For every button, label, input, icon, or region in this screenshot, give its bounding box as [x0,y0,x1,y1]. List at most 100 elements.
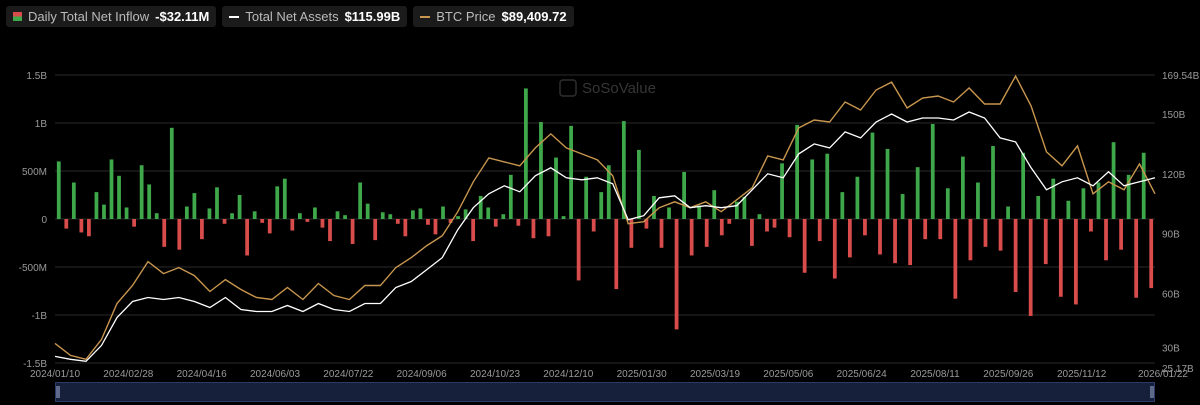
inflow-bar [124,207,129,219]
right-tick-label: 90B [1162,230,1180,241]
inflow-bar [855,176,860,219]
inflow-bar [192,193,197,219]
inflow-bar [1141,152,1146,219]
outflow-bar [79,219,84,233]
outflow-bar [1013,219,1018,292]
outflow-bar [64,219,69,229]
legend-value-btc: $89,409.72 [501,9,567,24]
right-tick-label: 150B [1162,110,1186,121]
watermark-text: SoSoValue [582,80,656,97]
assets-swatch-icon [229,15,240,18]
outflow-bar [448,219,453,223]
inflow-bar [569,125,573,219]
x-tick-label: 2024/01/10 [30,369,80,380]
outflow-bar [87,219,91,237]
right-axis: 169.54B 150B 120B 90B 60B 30B 25.17B [1162,71,1200,375]
inflow-bar [456,216,460,219]
legend-label-btc: BTC Price [436,9,496,24]
btc-swatch-icon [420,15,431,18]
outflow-bar [832,219,837,279]
inflow-bar [742,196,747,219]
outflow-bar [260,219,265,223]
inflow-bar [1096,182,1101,219]
outflow-bar [305,219,310,222]
inflow-bar [930,123,935,219]
legend-item-btc[interactable]: BTC Price $89,409.72 [413,6,574,27]
outflow-bar [222,219,227,224]
inflow-bar [1036,195,1041,219]
inflow-bar [109,159,114,219]
inflow-bar [1081,188,1086,219]
left-tick-label: -1.5B [23,359,47,370]
outflow-bar [576,219,581,281]
inflow-bar [184,206,189,219]
outflow-bar [1089,219,1093,232]
x-tick-label: 2024/02/28 [103,369,153,380]
outflow-bar [704,219,709,247]
right-tick-label: 25.17B [1162,364,1194,375]
legend-label-inflow: Daily Total Net Inflow [28,9,150,24]
inflow-bar [335,211,340,219]
watermark-logo-icon [559,79,577,97]
inflow-bar [976,182,980,219]
inflow-bar [237,195,242,219]
left-tick-label: -1B [31,311,47,322]
legend-item-inflow[interactable]: Daily Total Net Inflow -$32.11M [6,6,217,27]
outflow-bar [1149,219,1154,289]
inflow-bar [313,207,317,219]
legend-label-assets: Total Net Assets [245,9,339,24]
inflow-bar [117,175,121,219]
outflow-bar [350,219,355,244]
outflow-bar [614,219,619,290]
outflow-bar [373,219,378,241]
outflow-bar [878,219,882,255]
outflow-bar [162,219,167,247]
inflow-bar [561,216,566,219]
inflow-bar [524,88,528,219]
inflow-bar [1126,174,1131,219]
left-tick-label: 1.5B [26,71,47,82]
grid [55,74,1155,364]
inflow-bar [780,163,784,219]
outflow-bar [290,219,295,231]
x-tick-label: 2026/01/22 [1138,369,1188,380]
total-net-assets-line [54,111,1156,362]
inflow-bar [810,159,815,219]
outflow-bar [177,219,182,250]
range-navigator[interactable] [55,382,1155,402]
inflow-bar [945,188,950,219]
outflow-bar [938,219,943,240]
outflow-bar [787,219,792,238]
inflow-bar [697,205,702,219]
navigator-left-handle[interactable] [56,386,60,398]
outflow-bar [750,219,754,246]
right-tick-label: 60B [1162,290,1180,301]
inflow-bar [139,165,144,219]
outflow-bar [395,219,400,224]
x-axis: 2024/01/10 2024/02/28 2024/04/16 2024/06/03… [30,369,1188,380]
inflow-bar [275,186,280,219]
inflow-bar [56,161,61,219]
left-tick-label: 500M [22,167,47,178]
outflow-bar [531,219,536,239]
inflow-bar [712,190,717,219]
x-tick-label: 2025/01/30 [617,369,667,380]
inflow-bar [734,201,739,219]
inflow-bar [554,157,558,219]
watermark-top: SoSoValue [559,79,656,97]
inflow-bar [297,213,302,219]
inflow-bar [358,182,363,219]
outflow-bar [863,219,867,236]
inflow-bar [478,195,483,219]
outflow-bar [727,219,732,224]
inflow-bar [441,206,445,219]
x-tick-label: 2024/10/23 [470,369,520,380]
outflow-bar [659,219,664,248]
inflow-bar [900,194,905,219]
right-tick-label: 169.54B [1162,71,1200,82]
navigator-right-handle[interactable] [1150,386,1154,398]
inflow-bar [584,176,589,219]
inflow-bar [682,171,686,219]
legend-item-assets[interactable]: Total Net Assets $115.99B [222,6,408,27]
